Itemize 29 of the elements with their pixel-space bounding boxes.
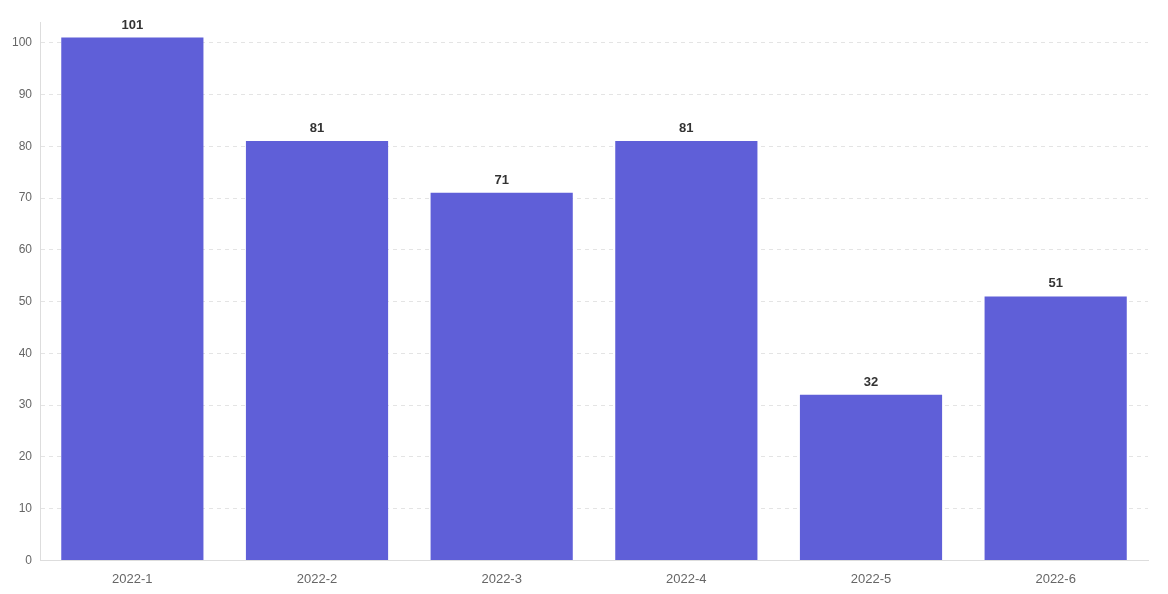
bar: [984, 296, 1127, 560]
x-tick-label: 2022-1: [112, 570, 153, 586]
y-tick-label: 60: [18, 242, 33, 257]
y-tick-label: 90: [18, 86, 33, 101]
x-tick-label: 2022-5: [850, 570, 892, 586]
y-tick-label: 40: [18, 345, 33, 360]
data-label: 71: [494, 171, 509, 187]
x-tick-label: 2022-6: [1035, 570, 1076, 586]
y-tick-label: 0: [25, 552, 33, 567]
bar: [61, 37, 204, 560]
y-tick-label: 20: [18, 449, 33, 464]
data-label: 81: [309, 120, 325, 136]
y-tick-label: 30: [18, 397, 33, 412]
data-label: 81: [679, 120, 694, 136]
y-tick-label: 10: [18, 500, 33, 515]
data-label: 101: [121, 16, 144, 32]
x-tick-label: 2022-2: [296, 570, 338, 586]
data-label: 32: [863, 373, 879, 389]
bar: [799, 394, 943, 560]
x-tick-label: 2022-3: [481, 570, 522, 586]
y-tick-label: 70: [18, 190, 33, 205]
x-tick-label: 2022-4: [666, 570, 707, 586]
bar: [245, 141, 389, 560]
bar: [615, 141, 758, 560]
data-label: 51: [1048, 275, 1063, 291]
bar: [430, 192, 573, 560]
y-tick-label: 100: [11, 35, 33, 50]
y-tick-label: 50: [18, 293, 33, 308]
y-tick-label: 80: [18, 138, 33, 153]
